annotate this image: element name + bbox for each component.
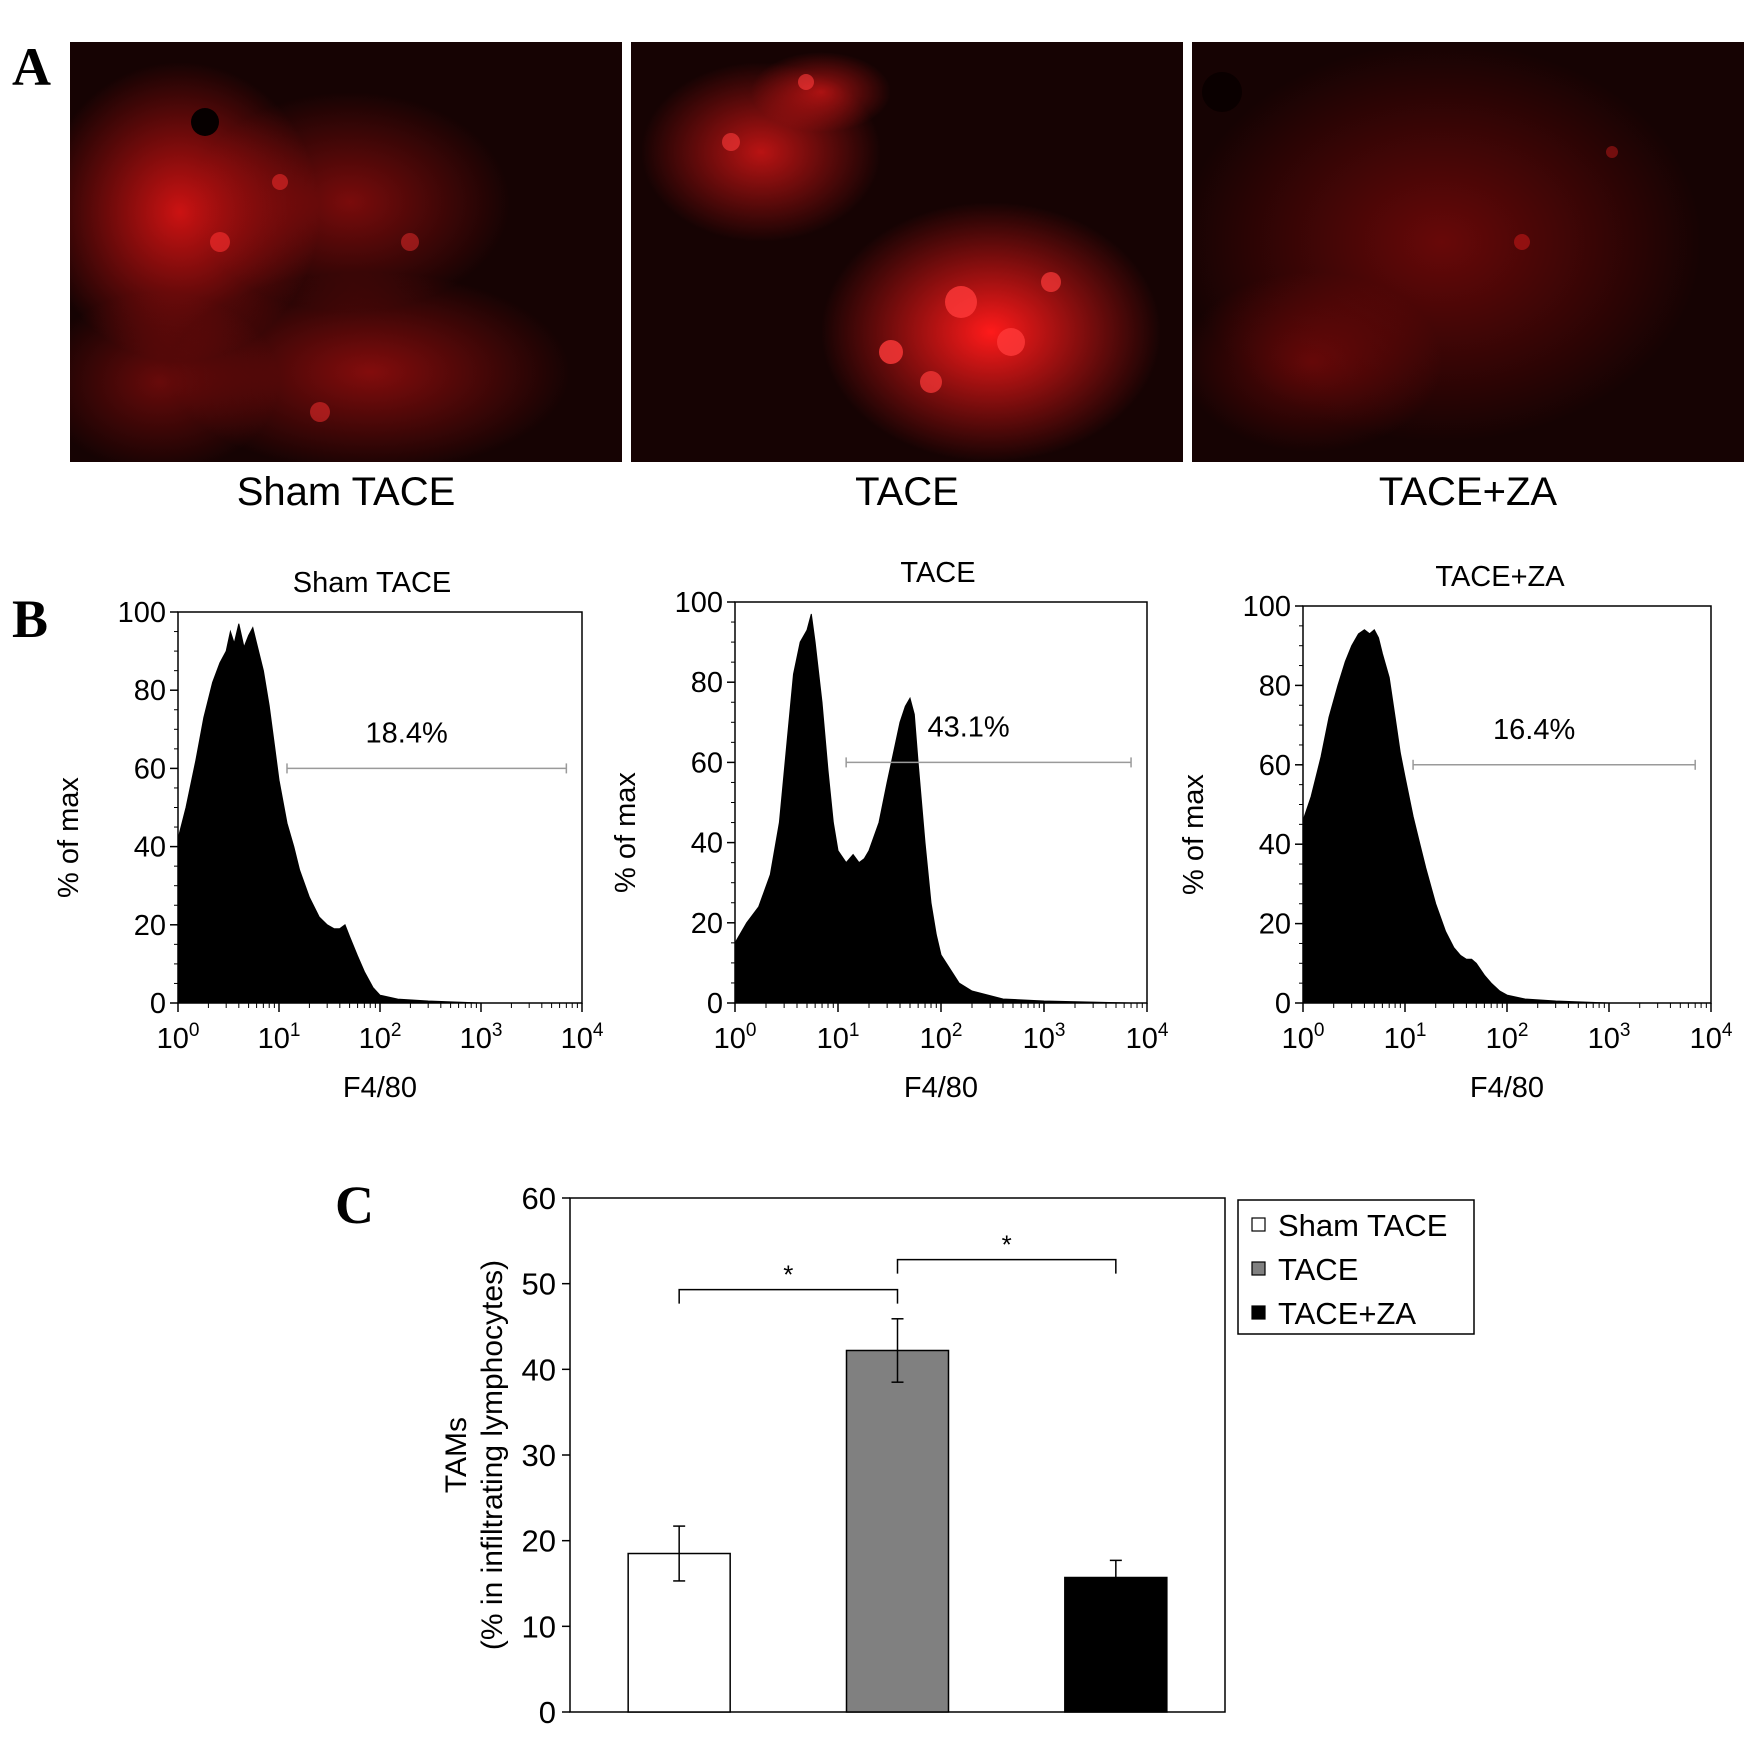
histogram-ylabel: % of max bbox=[1178, 774, 1210, 895]
y-tick-label: 20 bbox=[522, 1524, 556, 1559]
y-tick-label: 100 bbox=[675, 587, 723, 619]
y-tick-label: 100 bbox=[118, 597, 166, 629]
y-tick-label: 40 bbox=[1259, 829, 1291, 861]
gate-percent-label: 16.4% bbox=[1493, 714, 1575, 746]
legend-swatch bbox=[1251, 1261, 1266, 1276]
y-tick-label: 10 bbox=[522, 1609, 556, 1644]
y-tick-label: 40 bbox=[522, 1352, 556, 1387]
x-tick-label: 102 bbox=[1486, 1020, 1529, 1055]
micrograph-label-tace: TACE bbox=[855, 470, 959, 514]
histogram-title: TACE bbox=[900, 557, 975, 589]
bar bbox=[845, 1349, 950, 1713]
significance-bracket bbox=[896, 1258, 1117, 1274]
histogram-3: 0 20 40 60 80 100 100 101 102 103 104 16.4% TACE+ZA F… bbox=[1178, 561, 1733, 1104]
legend-label: TACE+ZA bbox=[1278, 1296, 1416, 1331]
y-tick-label: 0 bbox=[707, 988, 723, 1020]
x-tick-label: 102 bbox=[359, 1020, 402, 1055]
x-tick-label: 100 bbox=[157, 1020, 200, 1055]
y-tick-label: 20 bbox=[134, 910, 166, 942]
y-tick-label: 60 bbox=[134, 753, 166, 785]
gate-percent-label: 18.4% bbox=[366, 717, 448, 749]
histogram-ylabel: % of max bbox=[610, 772, 642, 893]
y-tick-label: 80 bbox=[1259, 670, 1291, 702]
legend-swatch bbox=[1251, 1217, 1266, 1232]
histogram-title: TACE+ZA bbox=[1435, 561, 1565, 593]
histogram-xlabel: F4/80 bbox=[904, 1072, 978, 1104]
histogram-area bbox=[1302, 629, 1696, 1004]
legend-label: TACE bbox=[1278, 1252, 1358, 1287]
x-tick-label: 100 bbox=[714, 1020, 757, 1055]
y-tick-label: 60 bbox=[522, 1181, 556, 1216]
significance-star: * bbox=[783, 1260, 793, 1290]
micrograph-sham-tace bbox=[70, 42, 622, 462]
x-tick-label: 103 bbox=[1588, 1020, 1631, 1055]
x-tick-label: 101 bbox=[258, 1020, 301, 1055]
y-tick-label: 40 bbox=[691, 828, 723, 860]
y-tick-label: 0 bbox=[1275, 988, 1291, 1020]
y-tick-label: 80 bbox=[691, 667, 723, 699]
y-tick-label: 60 bbox=[691, 747, 723, 779]
legend-box bbox=[1237, 1199, 1475, 1335]
y-tick-label: 40 bbox=[134, 832, 166, 864]
histogram-area bbox=[734, 613, 1132, 1004]
micrograph-label-sham-tace: Sham TACE bbox=[236, 470, 456, 514]
x-tick-label: 104 bbox=[561, 1020, 604, 1055]
x-tick-label: 103 bbox=[1023, 1020, 1066, 1055]
significance-bracket bbox=[678, 1288, 899, 1304]
gate-percent-label: 43.1% bbox=[927, 711, 1009, 743]
legend-swatch bbox=[1251, 1305, 1266, 1320]
y-tick-label: 0 bbox=[539, 1695, 556, 1730]
histogram-area bbox=[177, 623, 567, 1004]
x-tick-label: 102 bbox=[920, 1020, 963, 1055]
histogram-xlabel: F4/80 bbox=[1470, 1072, 1544, 1104]
y-tick-label: 50 bbox=[522, 1267, 556, 1302]
legend-label: Sham TACE bbox=[1278, 1208, 1447, 1243]
bar-chart: 0 10 20 30 40 50 60 * * TAMs (% in infiltrating ly… bbox=[440, 1181, 1475, 1730]
x-tick-label: 101 bbox=[1384, 1020, 1427, 1055]
x-tick-label: 103 bbox=[460, 1020, 503, 1055]
histogram-xlabel: F4/80 bbox=[343, 1072, 417, 1104]
histogram-ylabel: % of max bbox=[53, 777, 85, 898]
y-tick-label: 20 bbox=[691, 908, 723, 940]
y-tick-label: 30 bbox=[522, 1438, 556, 1473]
y-tick-label: 20 bbox=[1259, 909, 1291, 941]
bar-chart-ylabel: TAMs (% in infiltrating lymphocytes) bbox=[440, 1260, 509, 1650]
panel-b-letter: B bbox=[12, 589, 49, 649]
y-tick-label: 60 bbox=[1259, 750, 1291, 782]
panel-a-letter: A bbox=[12, 37, 51, 97]
x-tick-label: 104 bbox=[1126, 1020, 1169, 1055]
histogram-title: Sham TACE bbox=[293, 567, 451, 599]
x-tick-label: 101 bbox=[817, 1020, 860, 1055]
y-tick-label: 80 bbox=[134, 675, 166, 707]
y-tick-label: 100 bbox=[1243, 591, 1291, 623]
micrograph-tace bbox=[631, 42, 1183, 462]
x-tick-label: 100 bbox=[1282, 1020, 1325, 1055]
bar bbox=[1064, 1576, 1168, 1713]
x-tick-label: 104 bbox=[1690, 1020, 1733, 1055]
panel-c-letter: C bbox=[335, 1175, 374, 1235]
y-tick-label: 0 bbox=[150, 988, 166, 1020]
micrograph-label-tace-za: TACE+ZA bbox=[1378, 470, 1558, 514]
histogram-1: 0 20 40 60 80 100 100 101 102 103 104 18.4% Sham TAC… bbox=[53, 567, 604, 1104]
histogram-2: 0 20 40 60 80 100 100 101 102 103 104 43.1% TACE F4/8… bbox=[610, 557, 1169, 1104]
micrograph-tace-za bbox=[1192, 42, 1744, 462]
significance-star: * bbox=[1002, 1230, 1012, 1260]
